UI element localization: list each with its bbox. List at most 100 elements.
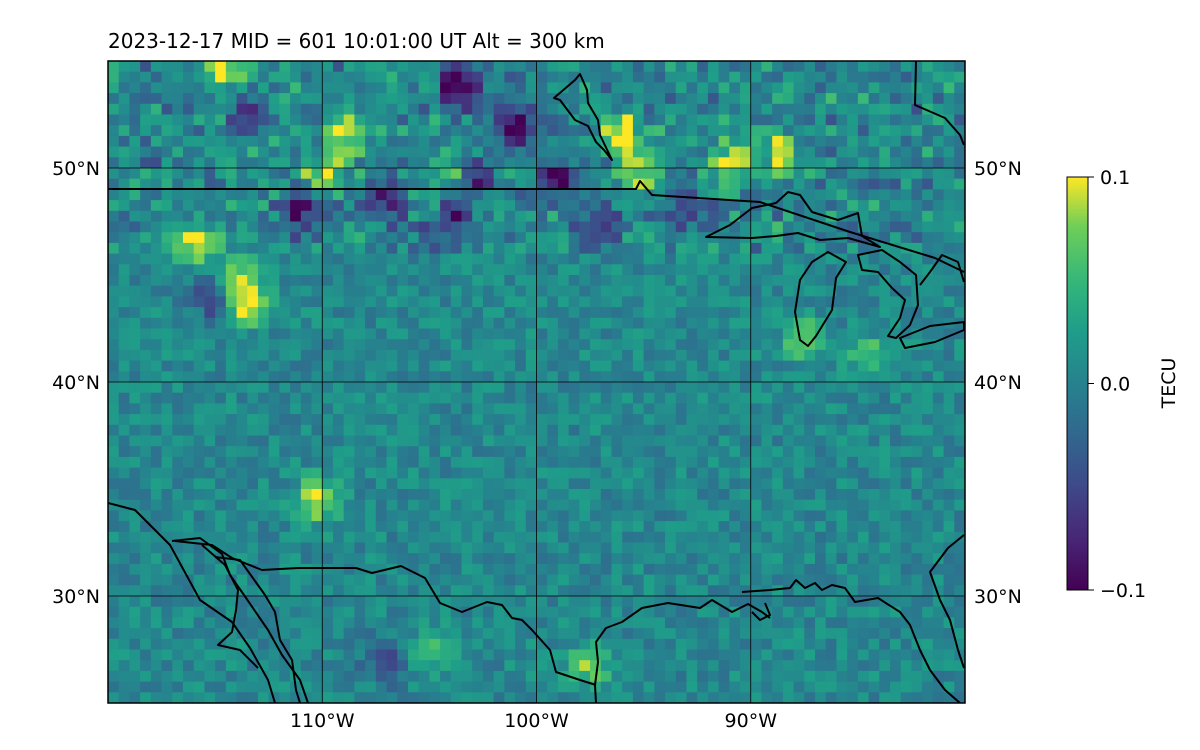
heatmap-cell bbox=[622, 617, 634, 629]
heatmap-cell bbox=[600, 371, 613, 383]
heatmap-cell bbox=[493, 296, 505, 308]
heatmap-cell bbox=[150, 103, 163, 116]
heatmap-cell bbox=[911, 585, 923, 597]
heatmap-cell bbox=[836, 371, 848, 383]
heatmap-cell bbox=[504, 93, 516, 105]
heatmap-cell bbox=[868, 339, 880, 351]
heatmap-cell bbox=[493, 317, 505, 330]
heatmap-cell bbox=[750, 403, 763, 415]
heatmap-cell bbox=[257, 446, 270, 458]
heatmap-cell bbox=[922, 103, 934, 116]
heatmap-cell bbox=[857, 242, 870, 255]
heatmap-cell bbox=[557, 253, 570, 265]
heatmap-cell bbox=[429, 125, 441, 137]
heatmap-cell bbox=[557, 82, 570, 94]
heatmap-cell bbox=[697, 178, 709, 190]
heatmap-cell bbox=[182, 71, 195, 83]
heatmap-cell bbox=[290, 435, 302, 447]
heatmap-cell bbox=[707, 499, 720, 511]
heatmap-cell bbox=[493, 446, 505, 458]
heatmap-cell bbox=[665, 638, 677, 651]
heatmap-cell bbox=[740, 456, 752, 469]
heatmap-cell bbox=[429, 692, 441, 703]
heatmap-cell bbox=[632, 93, 645, 105]
heatmap-cell bbox=[129, 178, 141, 190]
heatmap-cell bbox=[290, 563, 302, 576]
heatmap-cell bbox=[440, 253, 452, 265]
heatmap-cell bbox=[515, 285, 527, 297]
heatmap-cell bbox=[782, 499, 795, 511]
heatmap-cell bbox=[547, 446, 559, 458]
heatmap-cell bbox=[397, 275, 409, 287]
heatmap-cell bbox=[440, 574, 452, 586]
heatmap-cell bbox=[461, 103, 473, 116]
heatmap-cell bbox=[879, 71, 891, 83]
heatmap-cell bbox=[493, 221, 505, 233]
heatmap-cell bbox=[257, 638, 270, 651]
heatmap-cell bbox=[482, 349, 495, 362]
heatmap-cell bbox=[611, 649, 623, 661]
heatmap-cell bbox=[375, 521, 388, 533]
heatmap-cell bbox=[354, 553, 366, 565]
heatmap-cell bbox=[622, 606, 634, 618]
heatmap-cell bbox=[750, 478, 763, 490]
heatmap-cell bbox=[343, 681, 355, 693]
heatmap-cell bbox=[697, 210, 709, 223]
heatmap-cell bbox=[161, 628, 173, 640]
heatmap-cell bbox=[772, 585, 784, 597]
heatmap-cell bbox=[193, 210, 206, 223]
heatmap-cell bbox=[815, 531, 827, 544]
heatmap-cell bbox=[504, 628, 516, 640]
heatmap-cell bbox=[268, 253, 280, 265]
heatmap-cell bbox=[761, 296, 773, 308]
heatmap-cell bbox=[954, 146, 965, 158]
heatmap-cell bbox=[343, 349, 355, 362]
heatmap-cell bbox=[675, 103, 688, 116]
heatmap-cell bbox=[911, 489, 923, 501]
heatmap-cell bbox=[847, 638, 859, 651]
heatmap-cell bbox=[172, 242, 184, 255]
heatmap-cell bbox=[600, 93, 613, 105]
heatmap-cell bbox=[622, 596, 634, 608]
heatmap-cell bbox=[568, 317, 580, 330]
heatmap-cell bbox=[311, 660, 323, 672]
heatmap-cell bbox=[482, 692, 495, 703]
heatmap-cell bbox=[472, 157, 484, 169]
heatmap-cell bbox=[954, 478, 965, 490]
heatmap-cell bbox=[257, 114, 270, 126]
heatmap-cell bbox=[568, 232, 580, 244]
heatmap-cell bbox=[215, 478, 227, 490]
heatmap-cell bbox=[857, 660, 870, 672]
heatmap-cell bbox=[868, 210, 880, 223]
heatmap-cell bbox=[515, 114, 527, 126]
heatmap-cell bbox=[322, 489, 334, 501]
heatmap-cell bbox=[375, 253, 388, 265]
heatmap-cell bbox=[108, 435, 120, 447]
heatmap-cell bbox=[236, 660, 248, 672]
heatmap-cell bbox=[515, 61, 527, 73]
heatmap-cell bbox=[440, 242, 452, 255]
heatmap-cell bbox=[622, 114, 634, 126]
heatmap-cell bbox=[450, 264, 463, 276]
heatmap-cell bbox=[718, 178, 730, 190]
heatmap-cell bbox=[215, 371, 227, 383]
heatmap-cell bbox=[236, 670, 248, 683]
heatmap-cell bbox=[386, 157, 398, 169]
heatmap-cell bbox=[236, 638, 248, 651]
heatmap-cell bbox=[525, 339, 538, 351]
heatmap-cell bbox=[932, 135, 945, 148]
heatmap-cell bbox=[804, 114, 816, 126]
heatmap-cell bbox=[815, 61, 827, 73]
heatmap-cell bbox=[793, 617, 805, 629]
heatmap-cell bbox=[440, 435, 452, 447]
heatmap-cell bbox=[204, 242, 216, 255]
heatmap-cell bbox=[140, 360, 152, 372]
heatmap-cell bbox=[193, 61, 206, 73]
heatmap-cell bbox=[557, 574, 570, 586]
heatmap-cell bbox=[161, 670, 173, 683]
heatmap-cell bbox=[504, 585, 516, 597]
heatmap-cell bbox=[525, 692, 538, 703]
heatmap-cell bbox=[547, 93, 559, 105]
heatmap-cell bbox=[793, 606, 805, 618]
